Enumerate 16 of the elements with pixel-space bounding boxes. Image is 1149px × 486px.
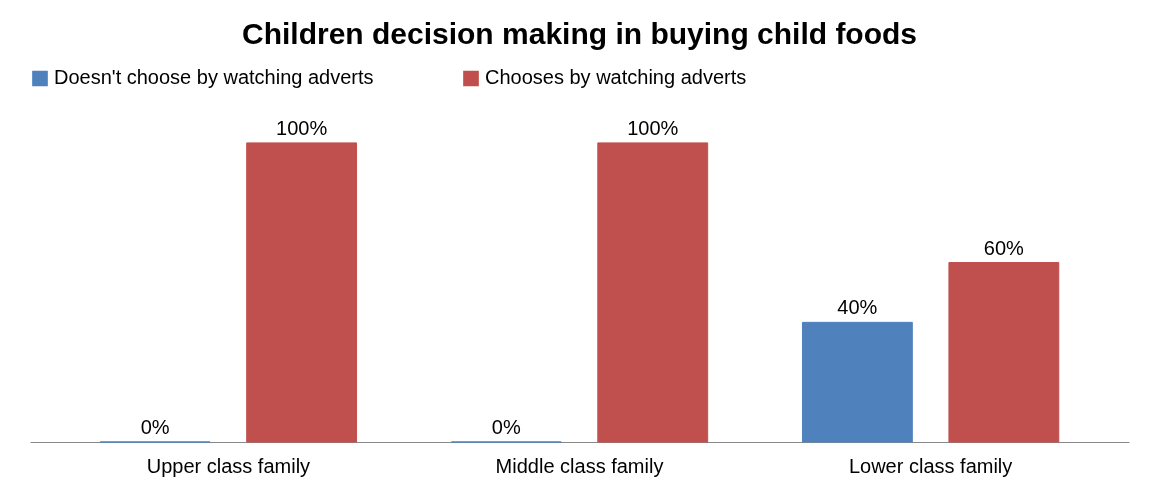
data-label: 100% [276,116,328,139]
bar [948,262,1060,443]
x-tick-label: Middle class family [495,454,664,477]
legend-label: Doesn't choose by watching adverts [54,66,374,89]
x-tick-label: Upper class family [146,454,311,477]
data-label: 60% [983,236,1025,259]
x-tick-label: Lower class family [848,454,1013,477]
data-label: 100% [627,116,679,139]
bar [597,142,709,443]
data-label: 0% [140,416,170,438]
bar [246,142,358,443]
data-label: 0% [491,416,521,438]
bar [801,321,913,443]
data-label: 40% [837,296,878,319]
chart-title: Children decision making in buying child foods [241,17,918,50]
legend-label: Chooses by watching adverts [485,66,747,89]
